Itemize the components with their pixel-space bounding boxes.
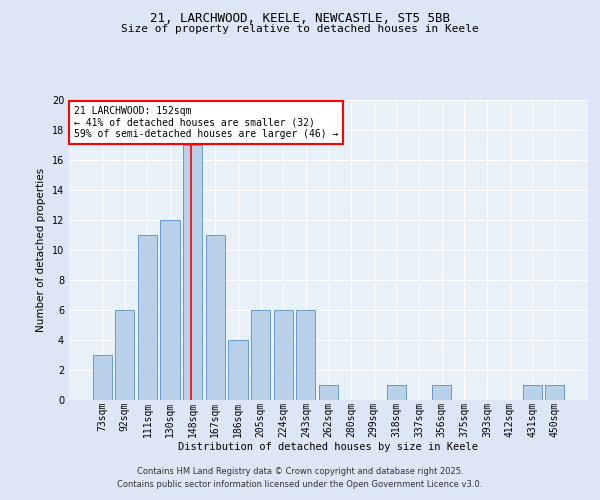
Bar (319, 385, 338, 400)
Bar (545, 385, 565, 400)
Bar (387, 385, 406, 400)
Bar (251, 310, 270, 400)
Bar (115, 310, 134, 400)
X-axis label: Distribution of detached houses by size in Keele: Distribution of detached houses by size … (179, 442, 479, 452)
Text: 21 LARCHWOOD: 152sqm
← 41% of detached houses are smaller (32)
59% of semi-detac: 21 LARCHWOOD: 152sqm ← 41% of detached h… (74, 106, 338, 139)
Text: Contains HM Land Registry data © Crown copyright and database right 2025.: Contains HM Land Registry data © Crown c… (137, 467, 463, 476)
Text: Size of property relative to detached houses in Keele: Size of property relative to detached ho… (121, 24, 479, 34)
Y-axis label: Number of detached properties: Number of detached properties (36, 168, 46, 332)
Bar (92, 355, 112, 400)
Bar (183, 145, 202, 400)
Text: Contains public sector information licensed under the Open Government Licence v3: Contains public sector information licen… (118, 480, 482, 489)
Bar (296, 310, 316, 400)
Bar (523, 385, 542, 400)
Bar (229, 340, 248, 400)
Text: 21, LARCHWOOD, KEELE, NEWCASTLE, ST5 5BB: 21, LARCHWOOD, KEELE, NEWCASTLE, ST5 5BB (150, 12, 450, 26)
Bar (206, 235, 225, 400)
Bar (274, 310, 293, 400)
Bar (432, 385, 451, 400)
Bar (160, 220, 180, 400)
Bar (138, 235, 157, 400)
